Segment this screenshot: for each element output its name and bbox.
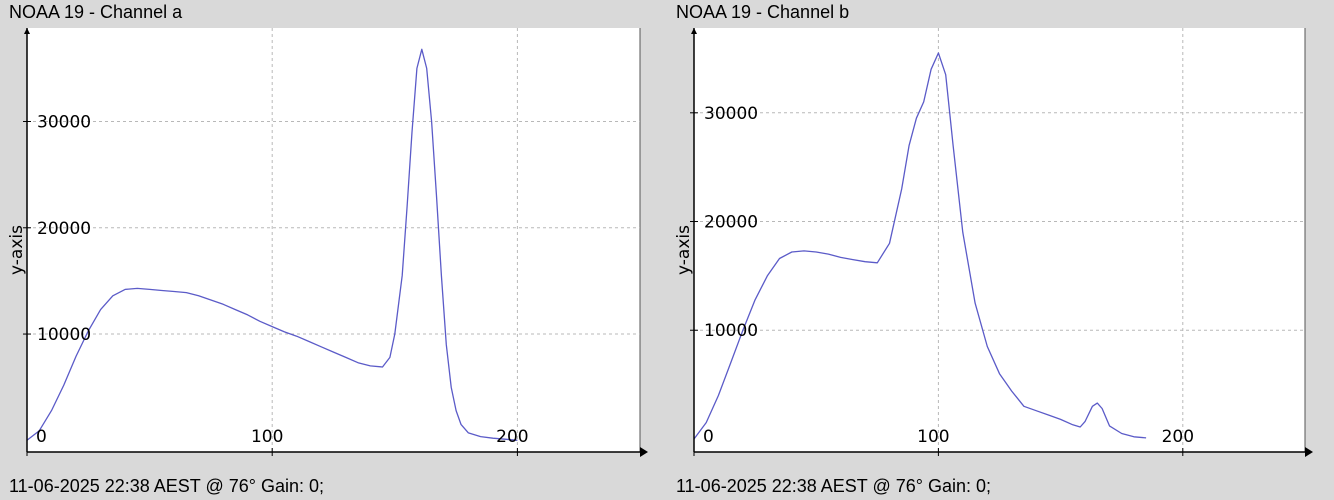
y-tick-label: 20000 [37, 219, 91, 239]
x-tick-label: 200 [496, 427, 528, 447]
y-tick-label: 10000 [37, 325, 91, 345]
y-axis-arrow [24, 28, 30, 34]
x-tick-label: 0 [703, 427, 714, 447]
series-line [26, 48, 518, 441]
y-tick-label: 20000 [704, 213, 758, 233]
x-tick-label: 200 [1162, 427, 1194, 447]
chart-title: NOAA 19 - Channel b [676, 2, 850, 22]
chart-panel-channel-b: NOAA 19 - Channel b 0 100 200 10000 20000 300… [667, 0, 1334, 500]
y-axis-label: y-axis [674, 225, 694, 275]
y-axis-label: y-axis [7, 225, 27, 275]
x-tick-label: 100 [917, 427, 949, 447]
chart-panel-channel-a: NOAA 19 - Channel a 0 100 200 10000 20000 300… [7, 2, 648, 496]
x-tick-label: 0 [36, 427, 47, 447]
chart-a: 0 100 200 10000 20000 30000 y-axis [7, 28, 648, 457]
x-axis-arrow [640, 447, 648, 457]
y-tick-label: 10000 [704, 321, 758, 341]
status-footer: 11-06-2025 22:38 AEST @ 76° Gain: 0; [9, 476, 325, 496]
y-tick-label: 30000 [37, 113, 91, 133]
chart-b: 0 100 200 10000 20000 30000 y-axis [674, 28, 1313, 457]
plot-area [27, 28, 640, 452]
chart-title: NOAA 19 - Channel a [9, 2, 183, 22]
plot-area [694, 28, 1305, 452]
y-tick-label: 30000 [704, 104, 758, 124]
series-line [693, 52, 1147, 440]
x-tick-label: 100 [251, 427, 283, 447]
status-footer: 11-06-2025 22:38 AEST @ 76° Gain: 0; [676, 476, 992, 496]
y-axis-arrow [691, 28, 697, 34]
x-axis-arrow [1305, 447, 1313, 457]
